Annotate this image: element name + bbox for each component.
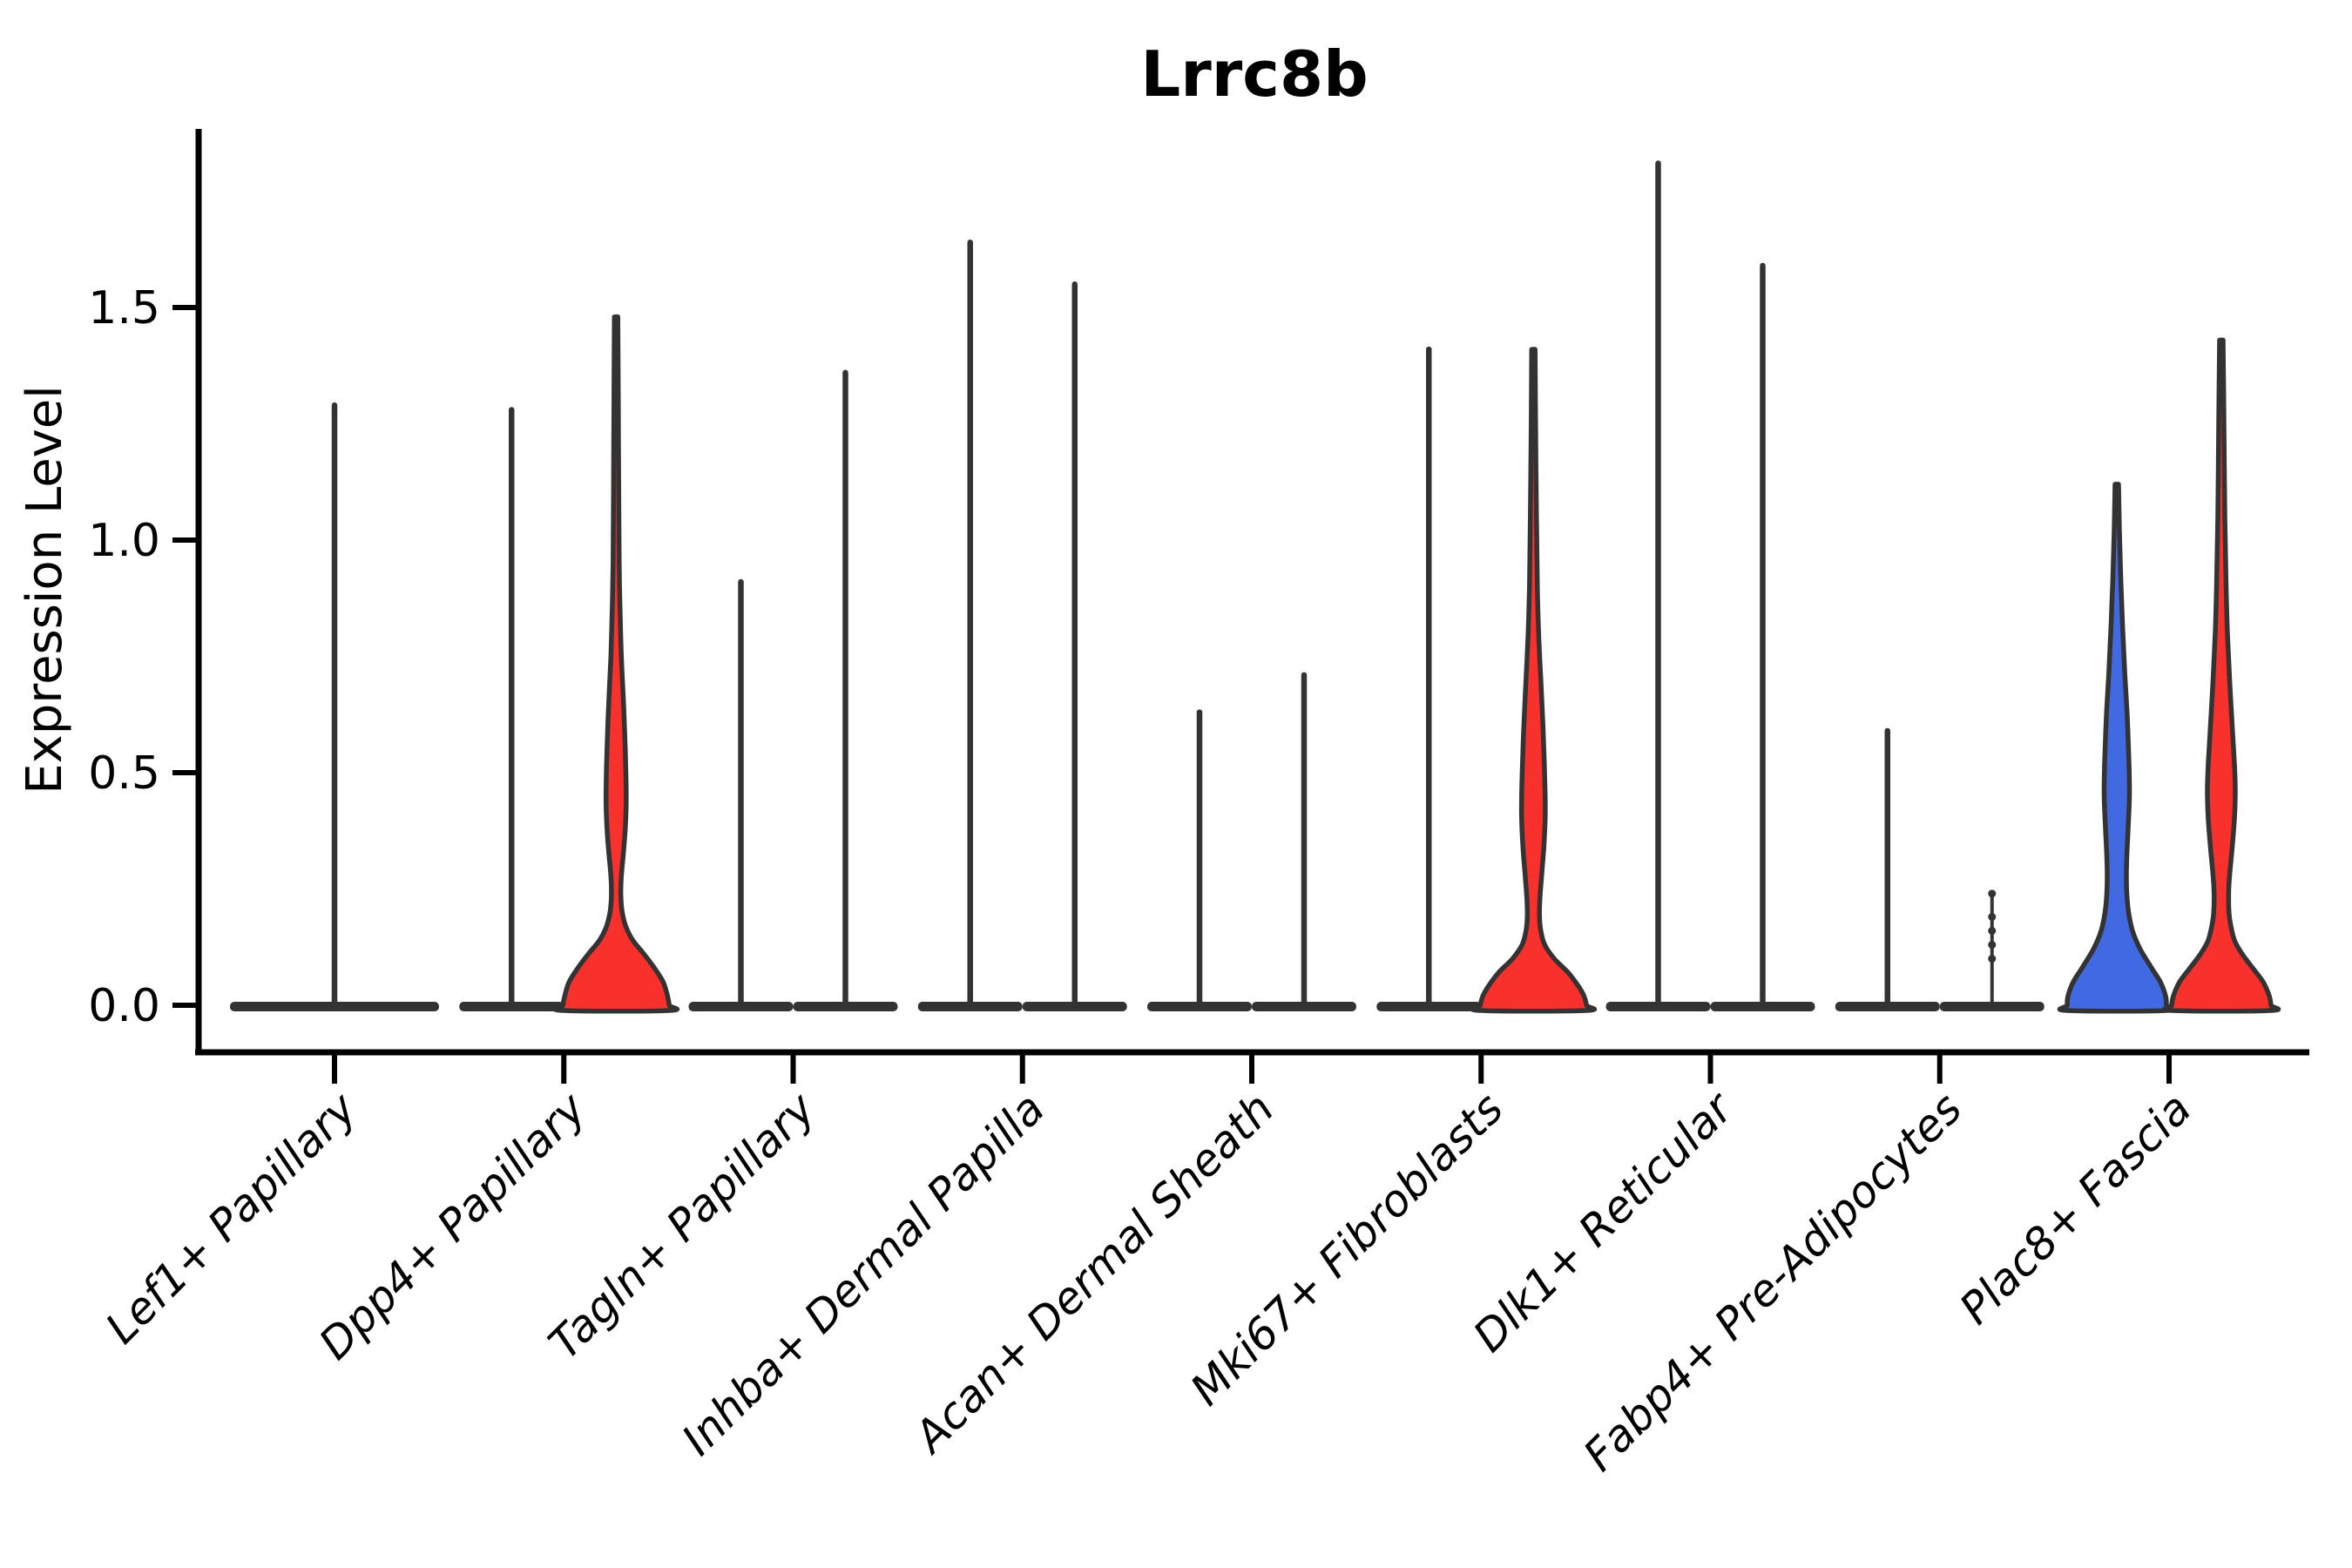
expression-dot — [1988, 927, 1997, 936]
x-tick-label-4: Inhba+ Dermal Papilla — [672, 1083, 1054, 1464]
violin-collapsed-base — [1605, 1002, 1711, 1011]
y-tick-label: 0.5 — [88, 747, 160, 800]
violin-red — [552, 314, 680, 1014]
violin-collapsed-base — [1022, 1002, 1127, 1011]
violin-collapsed-base — [1252, 1002, 1356, 1011]
violin-blue — [2057, 482, 2177, 1014]
violin-red — [1470, 347, 1598, 1014]
violin-collapsed-base — [1147, 1002, 1252, 1011]
violin-collapsed-base — [459, 1002, 564, 1011]
y-axis-ticks: 0.0 0.5 1.0 1.5 — [88, 282, 197, 1032]
violin-collapsed-base — [1835, 1002, 1940, 1011]
chart-title: Lrrc8b — [1140, 37, 1368, 111]
y-tick-label: 0.0 — [88, 980, 160, 1032]
x-tick-label-5: Acan+ Dermal Sheath — [903, 1083, 1284, 1463]
y-axis-label: Expression Level — [17, 385, 73, 794]
violin-collapsed-base — [793, 1002, 898, 1011]
violin-collapsed-base — [1376, 1002, 1482, 1011]
violins-group — [230, 160, 2281, 1014]
y-tick-label: 1.0 — [88, 515, 160, 567]
violin-collapsed-base — [230, 1002, 439, 1011]
violin-collapsed-base — [917, 1002, 1023, 1011]
expression-dot — [1988, 941, 1997, 950]
x-tick-label-1: Lef1+ Papillary — [96, 1082, 367, 1353]
violin-red — [2161, 337, 2281, 1014]
violin-collapsed-base — [688, 1002, 794, 1011]
expression-dot — [1988, 955, 1997, 963]
expression-dot — [1988, 913, 1997, 922]
y-tick-label: 1.5 — [88, 282, 160, 335]
x-tick-label-8: Fabp4+ Pre-Adipocytes — [1574, 1083, 1972, 1481]
violin-collapsed-base — [1939, 1002, 2044, 1011]
expression-dot — [1988, 889, 1997, 898]
x-tick-label-9: Plac8+ Fascia — [1950, 1083, 2201, 1334]
violin-collapsed-base — [1710, 1002, 1815, 1011]
